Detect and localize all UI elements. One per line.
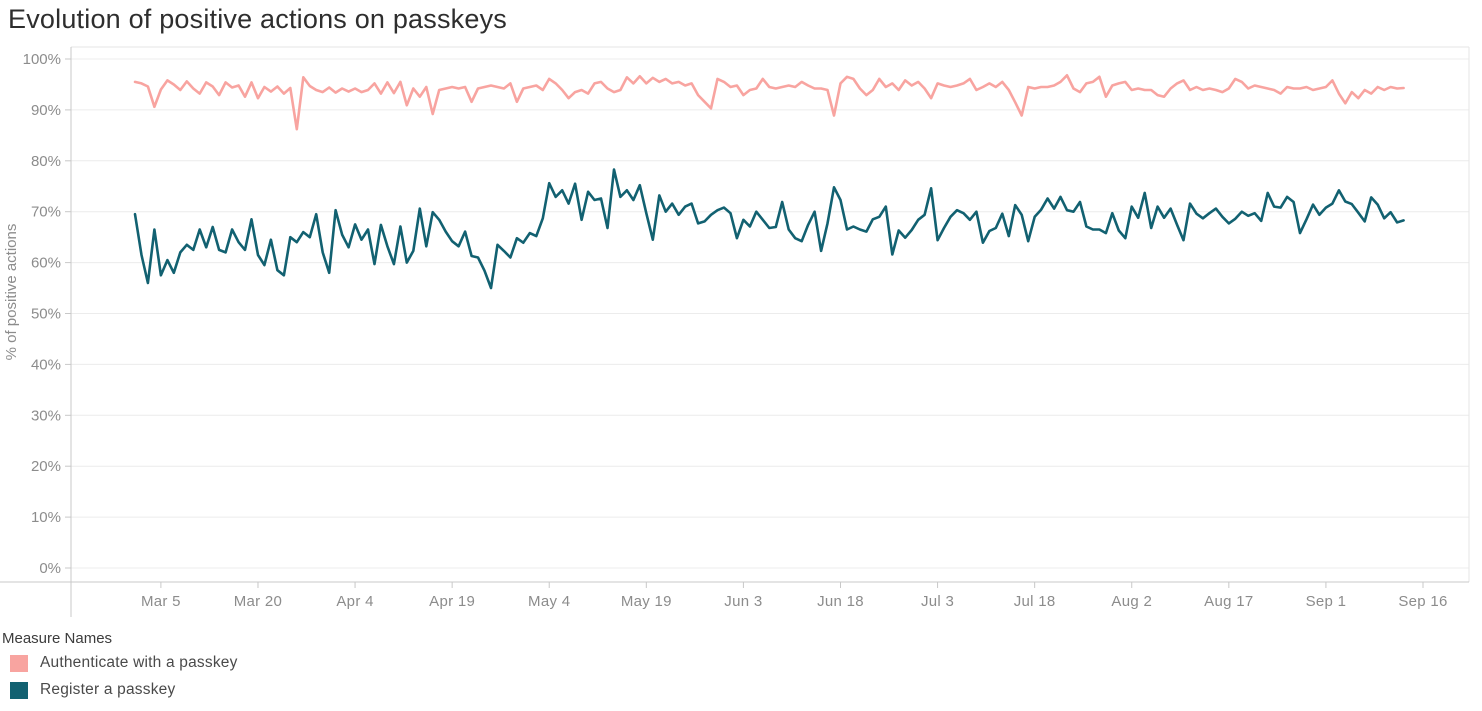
x-tick-label: Sep 16	[1398, 593, 1447, 610]
x-tick-label: Aug 2	[1111, 593, 1152, 610]
legend-title: Measure Names	[2, 630, 113, 647]
legend-item-register-label: Register a passkey	[40, 681, 176, 698]
y-tick-label: 30%	[31, 407, 61, 424]
y-tick-label: 70%	[31, 204, 61, 221]
legend-item-register[interactable]: Register a passkey	[2, 681, 422, 699]
chart-title: Evolution of positive actions on passkey…	[8, 4, 507, 34]
y-axis-title: % of positive actions	[3, 224, 20, 361]
legend-swatch-register	[10, 681, 28, 699]
x-tick-label: Aug 17	[1204, 593, 1253, 610]
y-tick-label: 10%	[31, 509, 61, 526]
x-tick-label: Sep 1	[1306, 593, 1347, 610]
series-line-register[interactable]	[133, 168, 1405, 290]
y-tick-label: 0%	[39, 560, 61, 577]
y-tick-label: 50%	[31, 306, 61, 323]
x-tick-label: Jul 18	[1014, 593, 1056, 610]
x-tick-label: Apr 4	[336, 593, 373, 610]
y-tick-label: 80%	[31, 153, 61, 170]
y-tick-label: 60%	[31, 255, 61, 272]
x-tick-label: Apr 19	[429, 593, 475, 610]
x-tick-label: Mar 5	[141, 593, 181, 610]
legend: Measure Names Authenticate with a passke…	[2, 630, 422, 708]
x-tick-label: Jul 3	[921, 593, 954, 610]
legend-item-authenticate[interactable]: Authenticate with a passkey	[2, 654, 422, 672]
legend-swatch-authenticate	[10, 654, 28, 672]
x-tick-label: Mar 20	[234, 593, 283, 610]
legend-item-authenticate-label: Authenticate with a passkey	[40, 654, 238, 671]
y-tick-label: 40%	[31, 356, 61, 373]
x-tick-label: May 19	[621, 593, 672, 610]
y-tick-label: 90%	[31, 102, 61, 119]
y-tick-label: 20%	[31, 458, 61, 475]
x-tick-label: Jun 3	[724, 593, 762, 610]
x-tick-label: May 4	[528, 593, 570, 610]
x-tick-label: Jun 18	[817, 593, 864, 610]
series-line-authenticate[interactable]	[133, 74, 1405, 131]
y-tick-label: 100%	[23, 51, 61, 68]
